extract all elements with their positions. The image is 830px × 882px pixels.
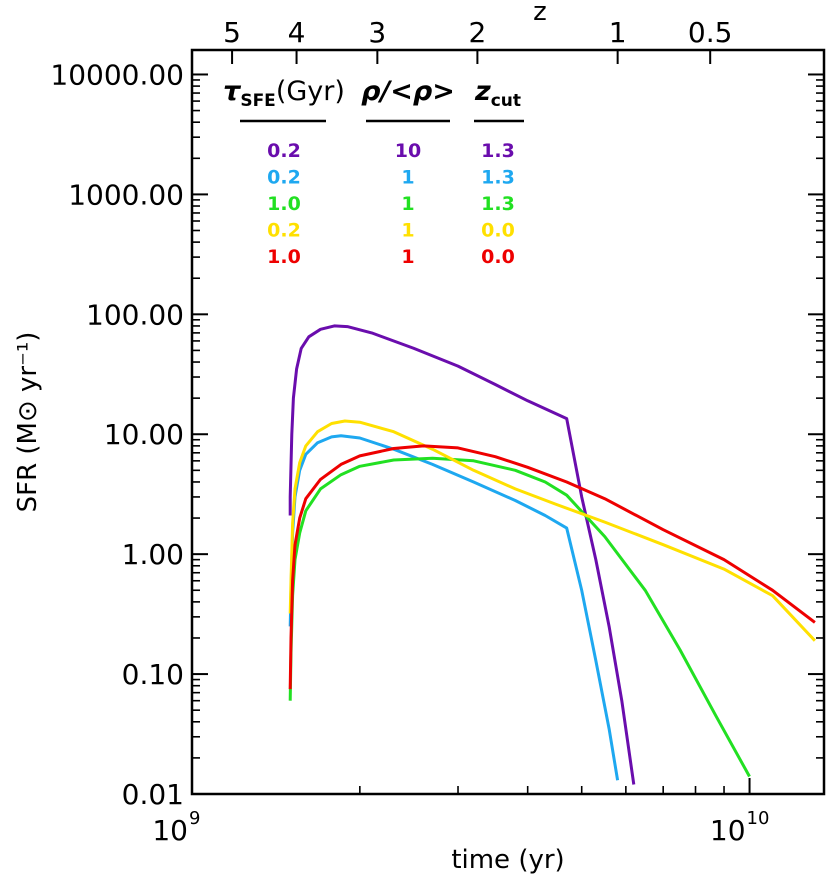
legend-cell-rho: 1 bbox=[401, 220, 414, 242]
top-tick-label: 5 bbox=[223, 16, 241, 49]
x-axis-label: time (yr) bbox=[451, 845, 564, 875]
plot-frame bbox=[190, 48, 826, 796]
y-tick-label: 1000.00 bbox=[68, 178, 184, 211]
top-axis-label: z bbox=[533, 0, 547, 27]
y-tick-label: 100.00 bbox=[86, 298, 184, 331]
x-tick-label: 10 10 bbox=[710, 808, 770, 847]
top-tick-label: 2 bbox=[468, 16, 486, 49]
y-tick-label: 0.01 bbox=[122, 778, 184, 811]
legend-header-symbol: z bbox=[474, 76, 491, 107]
x-tick-label-exponent: 10 bbox=[747, 808, 770, 829]
legend-cell-zcut: 1.3 bbox=[481, 140, 515, 162]
legend-header: zcut bbox=[474, 76, 521, 111]
top-tick-label: 1 bbox=[609, 16, 627, 49]
series-line-5 bbox=[288, 444, 816, 690]
series-line-3 bbox=[288, 456, 751, 778]
legend-cell-tau: 1.0 bbox=[267, 246, 301, 268]
series-line-2 bbox=[288, 434, 620, 781]
y-tick-label: 10000.00 bbox=[50, 58, 184, 91]
legend-cell-tau: 0.2 bbox=[267, 167, 301, 189]
legend-header: ρ/<ρ> bbox=[361, 76, 455, 107]
top-tick-label: 3 bbox=[368, 16, 386, 49]
series-line-1 bbox=[288, 324, 636, 785]
series-line-4 bbox=[288, 419, 816, 642]
legend-cell-zcut: 1.3 bbox=[481, 167, 515, 189]
y-tick-label: 1.00 bbox=[122, 538, 184, 571]
legend-cell-rho: 10 bbox=[395, 140, 421, 162]
legend-cell-tau: 1.0 bbox=[267, 193, 301, 215]
top-tick-label: 0.5 bbox=[688, 16, 733, 49]
legend-cell-rho: 1 bbox=[401, 246, 414, 268]
legend-header-symbol: τ bbox=[223, 76, 242, 107]
x-tick-label-base: 10 bbox=[152, 814, 188, 847]
y-axis-label: SFR (M⊙ yr⁻¹) bbox=[13, 332, 43, 513]
legend-header-subscript: SFE bbox=[240, 91, 275, 111]
legend-cell-zcut: 1.3 bbox=[481, 193, 515, 215]
x-tick-label-exponent: 9 bbox=[189, 808, 200, 829]
legend-header-subscript: cut bbox=[491, 91, 521, 111]
top-tick-label: 4 bbox=[288, 16, 306, 49]
legend-cell-zcut: 0.0 bbox=[481, 246, 515, 268]
legend-table: τSFE(Gyr) ρ/<ρ> zcut 0.2 10 1.3 0.2 1 1.3 1.0 1 1.3… bbox=[223, 76, 524, 268]
legend-header: τSFE(Gyr) bbox=[223, 76, 345, 111]
x-tick-label-base: 10 bbox=[710, 814, 746, 847]
legend-cell-zcut: 0.0 bbox=[481, 220, 515, 242]
axes: 0.010.101.0010.00100.001000.0010000.0010… bbox=[50, 16, 824, 847]
legend-header-unit: (Gyr) bbox=[276, 76, 345, 107]
y-tick-label: 10.00 bbox=[104, 418, 184, 451]
y-tick-label: 0.10 bbox=[122, 658, 184, 691]
legend-cell-rho: 1 bbox=[401, 167, 414, 189]
x-tick-label: 10 9 bbox=[152, 808, 200, 847]
legend-cell-rho: 1 bbox=[401, 193, 414, 215]
series-lines bbox=[288, 324, 816, 785]
legend-cell-tau: 0.2 bbox=[267, 220, 301, 242]
legend-cell-tau: 0.2 bbox=[267, 140, 301, 162]
legend-header-symbol: ρ/<ρ> bbox=[361, 76, 455, 107]
